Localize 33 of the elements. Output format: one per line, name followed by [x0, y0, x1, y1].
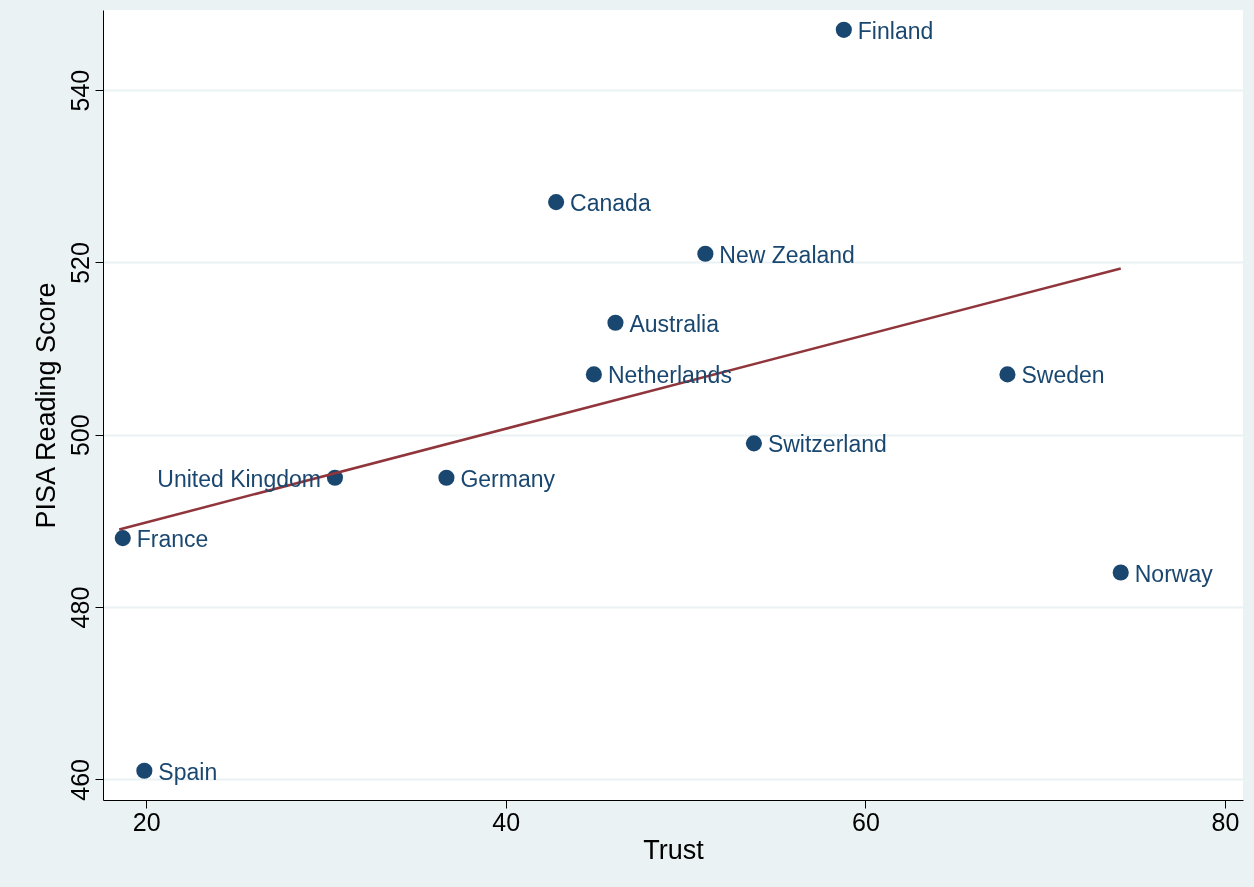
annotation: Canada	[570, 190, 651, 217]
point	[607, 314, 624, 331]
y-tick-label: 500	[65, 414, 94, 457]
x-tick-label: 60	[851, 807, 880, 836]
annotation: Finland	[857, 17, 934, 44]
annotation: Germany	[460, 465, 556, 492]
point	[438, 469, 455, 486]
annotation: Norway	[1134, 560, 1214, 587]
annotation: United Kingdom	[157, 465, 321, 492]
x-tick-label: 20	[132, 807, 161, 836]
point	[697, 245, 714, 262]
x-tick-label: 40	[492, 807, 521, 836]
point	[835, 21, 852, 38]
y-tick-label: 480	[65, 586, 94, 629]
point	[1112, 564, 1129, 581]
y-tick-label: 520	[65, 242, 94, 284]
y-tick-label: 460	[65, 758, 94, 801]
point	[548, 194, 565, 211]
point	[114, 530, 131, 547]
annotation: Australia	[629, 310, 720, 337]
y-tick-label: 540	[65, 69, 94, 112]
x-axis-title: Trust	[643, 834, 705, 865]
point	[585, 366, 602, 383]
annotation: New Zealand	[719, 241, 855, 268]
annotation: Sweden	[1021, 362, 1105, 389]
annotation: Switzerland	[767, 431, 887, 458]
point	[136, 762, 153, 779]
point	[999, 366, 1016, 383]
y-axis-title: PISA Reading Score	[30, 282, 61, 529]
point	[745, 435, 762, 452]
x-tick-label: 80	[1211, 807, 1240, 836]
annotation: Spain	[158, 758, 218, 785]
annotation: France	[136, 526, 209, 553]
